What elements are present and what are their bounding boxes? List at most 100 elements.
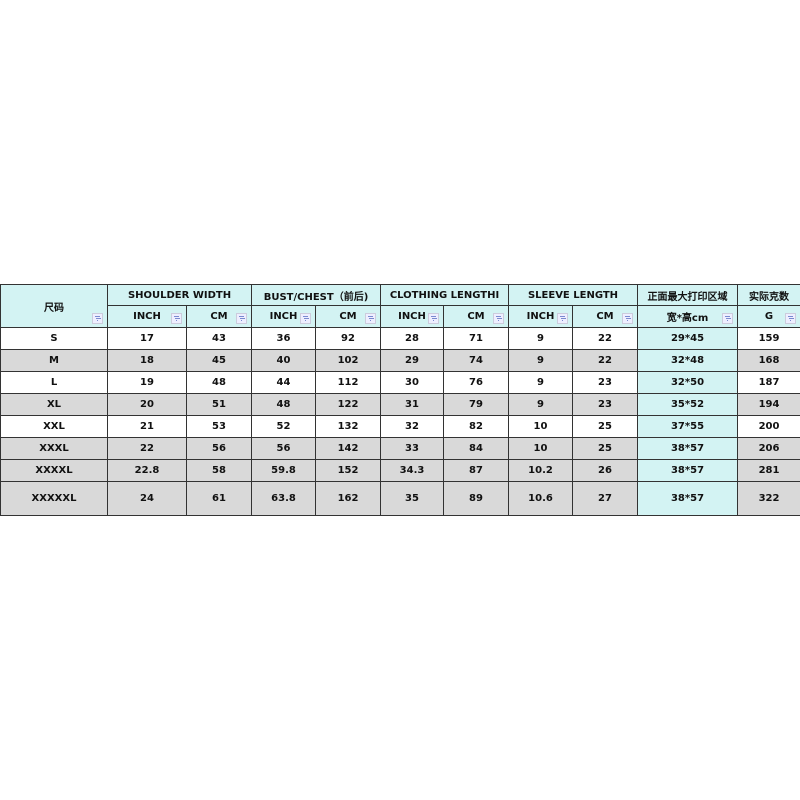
filter-icon[interactable]: [428, 313, 439, 324]
value-cell: 87: [443, 459, 509, 482]
value-cell: 206: [737, 437, 800, 460]
value-cell: 51: [186, 393, 252, 416]
filter-icon[interactable]: [365, 313, 376, 324]
value-cell: 23: [572, 393, 638, 416]
size-cell: M: [0, 349, 108, 372]
value-cell: 9: [508, 371, 573, 394]
table-row: M 18 45 40 102 29 74 9 22 32*48 168: [0, 349, 800, 372]
size-header: 尺码: [0, 284, 108, 328]
unit-label: CM: [596, 311, 614, 322]
filter-icon[interactable]: [622, 313, 633, 324]
unit-label: 宽*高cm: [666, 313, 709, 324]
value-cell: 89: [443, 481, 509, 516]
unit-header: INCH: [251, 305, 316, 328]
value-cell: 32*50: [637, 371, 738, 394]
value-cell: 92: [315, 327, 381, 350]
filter-icon[interactable]: [171, 313, 182, 324]
value-cell: 82: [443, 415, 509, 438]
value-cell: 45: [186, 349, 252, 372]
unit-header: CM: [186, 305, 252, 328]
value-cell: 30: [380, 371, 444, 394]
value-cell: 112: [315, 371, 381, 394]
unit-label: INCH: [398, 311, 426, 322]
value-cell: 9: [508, 393, 573, 416]
value-cell: 40: [251, 349, 316, 372]
value-cell: 38*57: [637, 437, 738, 460]
size-chart-table: 尺码 SHOULDER WIDTH BUST/CHEST（前后) CLOTHIN…: [0, 284, 800, 516]
value-cell: 38*57: [637, 459, 738, 482]
unit-header: INCH: [380, 305, 444, 328]
filter-icon[interactable]: [300, 313, 311, 324]
unit-label: INCH: [526, 311, 555, 322]
filter-icon[interactable]: [92, 313, 103, 324]
value-cell: 31: [380, 393, 444, 416]
value-cell: 159: [737, 327, 800, 350]
filter-icon[interactable]: [236, 313, 247, 324]
value-cell: 52: [251, 415, 316, 438]
filter-icon[interactable]: [557, 313, 568, 324]
value-cell: 322: [737, 481, 800, 516]
unit-label: INCH: [133, 311, 161, 322]
value-cell: 10.2: [508, 459, 573, 482]
table-row: XXXXL 22.8 58 59.8 152 34.3 87 10.2 26 38*57 281: [0, 459, 800, 482]
size-cell: L: [0, 371, 108, 394]
unit-header: 宽*高cm: [637, 305, 738, 328]
unit-header: G: [737, 305, 800, 328]
value-cell: 48: [186, 371, 252, 394]
unit-header: CM: [315, 305, 381, 328]
size-cell: XL: [0, 393, 108, 416]
value-cell: 26: [572, 459, 638, 482]
value-cell: 53: [186, 415, 252, 438]
value-cell: 122: [315, 393, 381, 416]
value-cell: 22: [107, 437, 187, 460]
value-cell: 200: [737, 415, 800, 438]
value-cell: 25: [572, 437, 638, 460]
value-cell: 22: [572, 327, 638, 350]
value-cell: 34.3: [380, 459, 444, 482]
group-header: BUST/CHEST（前后): [251, 284, 381, 306]
value-cell: 58: [186, 459, 252, 482]
table-row: XXXXXL 24 61 63.8 162 35 89 10.6 27 38*57 322: [0, 481, 800, 516]
value-cell: 24: [107, 481, 187, 516]
value-cell: 56: [186, 437, 252, 460]
value-cell: 37*55: [637, 415, 738, 438]
value-cell: 10.6: [508, 481, 573, 516]
value-cell: 9: [508, 327, 573, 350]
table-row: S 17 43 36 92 28 71 9 22 29*45 159: [0, 327, 800, 350]
unit-header: CM: [572, 305, 638, 328]
value-cell: 63.8: [251, 481, 316, 516]
filter-icon[interactable]: [722, 313, 733, 324]
unit-label: INCH: [269, 311, 298, 322]
value-cell: 36: [251, 327, 316, 350]
value-cell: 56: [251, 437, 316, 460]
value-cell: 102: [315, 349, 381, 372]
value-cell: 194: [737, 393, 800, 416]
value-cell: 79: [443, 393, 509, 416]
value-cell: 187: [737, 371, 800, 394]
value-cell: 29*45: [637, 327, 738, 350]
value-cell: 38*57: [637, 481, 738, 516]
size-cell: XXXL: [0, 437, 108, 460]
value-cell: 59.8: [251, 459, 316, 482]
value-cell: 84: [443, 437, 509, 460]
group-header: SHOULDER WIDTH: [107, 284, 252, 306]
size-cell: XXXXL: [0, 459, 108, 482]
value-cell: 22: [572, 349, 638, 372]
value-cell: 20: [107, 393, 187, 416]
value-cell: 22.8: [107, 459, 187, 482]
table-row: L 19 48 44 112 30 76 9 23 32*50 187: [0, 371, 800, 394]
value-cell: 142: [315, 437, 381, 460]
value-cell: 152: [315, 459, 381, 482]
value-cell: 61: [186, 481, 252, 516]
unit-header: INCH: [107, 305, 187, 328]
value-cell: 25: [572, 415, 638, 438]
value-cell: 10: [508, 415, 573, 438]
value-cell: 33: [380, 437, 444, 460]
value-cell: 76: [443, 371, 509, 394]
value-cell: 35*52: [637, 393, 738, 416]
value-cell: 32*48: [637, 349, 738, 372]
filter-icon[interactable]: [785, 313, 796, 324]
group-header: 正面最大打印区域: [637, 284, 738, 306]
filter-icon[interactable]: [493, 313, 504, 324]
value-cell: 48: [251, 393, 316, 416]
